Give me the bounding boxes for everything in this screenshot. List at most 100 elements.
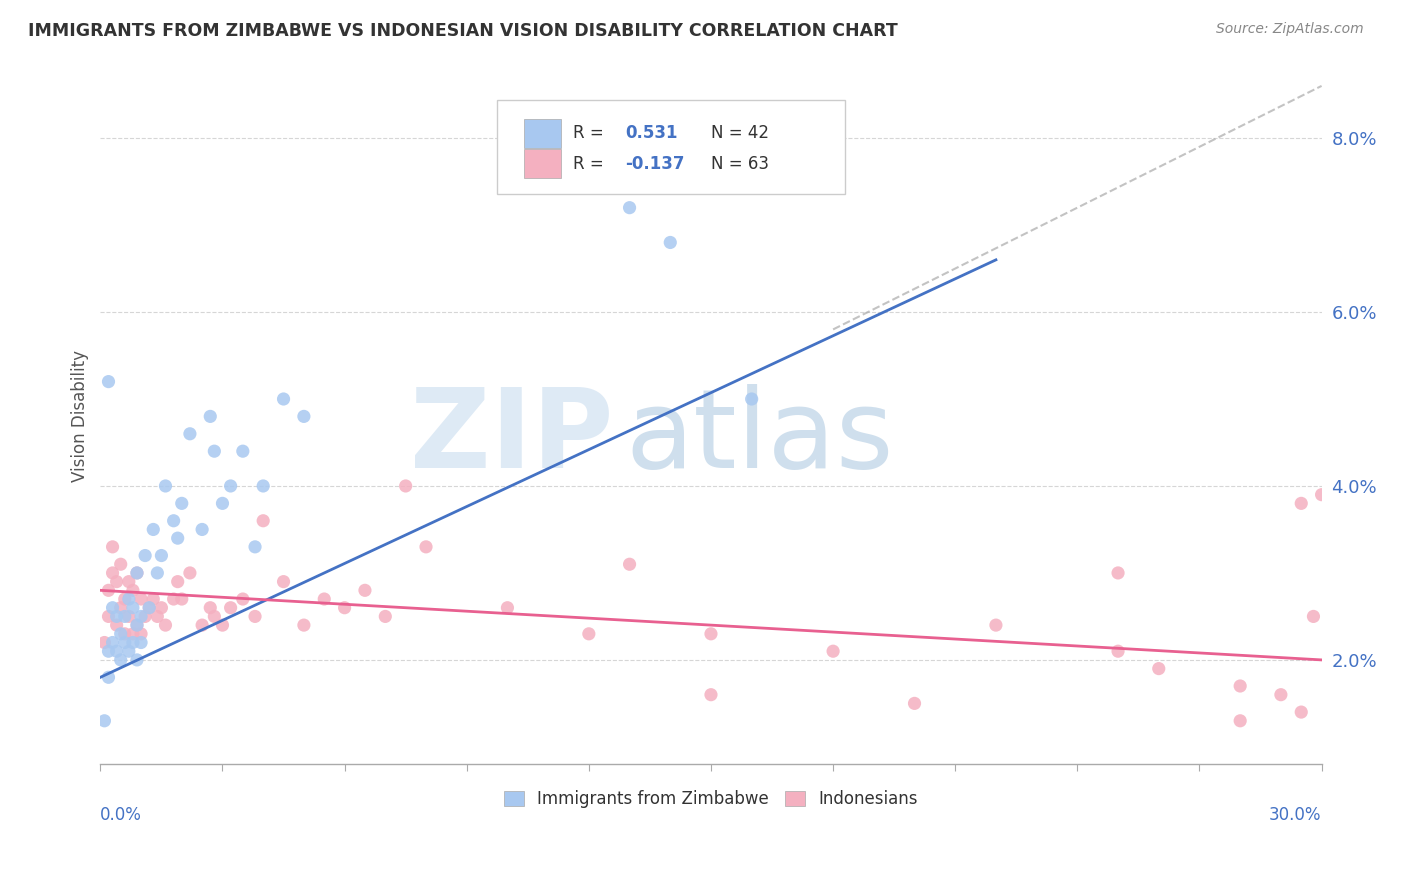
Point (125, 653, 148, 667)
Point (273, 574, 295, 589)
Point (129, 627, 152, 641)
Text: IMMIGRANTS FROM ZIMBABWE VS INDONESIAN VISION DISABILITY CORRELATION CHART: IMMIGRANTS FROM ZIMBABWE VS INDONESIAN V… (28, 22, 898, 40)
Point (1289, 705, 1312, 719)
Point (105, 574, 128, 589)
Point (150, 549, 173, 563)
Point (374, 609, 396, 624)
Point (292, 409, 315, 424)
Text: ZIP: ZIP (411, 384, 613, 491)
Point (823, 644, 845, 658)
Point (122, 627, 145, 641)
Point (101, 635, 124, 649)
Point (125, 618, 148, 632)
Bar (524, 149, 561, 178)
Point (105, 618, 128, 632)
Point (166, 531, 188, 545)
Point (118, 592, 141, 607)
Point (122, 600, 145, 615)
Point (114, 609, 136, 624)
Point (200, 600, 222, 615)
Point (134, 549, 156, 563)
Point (232, 592, 254, 607)
Point (129, 635, 152, 649)
Point (162, 592, 184, 607)
Point (97, 583, 120, 598)
FancyBboxPatch shape (498, 100, 845, 194)
Point (578, 627, 600, 641)
Point (1270, 688, 1292, 702)
Point (1302, 609, 1324, 624)
Point (129, 609, 152, 624)
Point (138, 600, 160, 615)
Point (97, 609, 120, 624)
Point (211, 496, 233, 510)
Text: R =: R = (574, 124, 609, 142)
Point (134, 609, 156, 624)
Point (984, 618, 1007, 632)
Point (1107, 644, 1129, 658)
Point (1147, 662, 1170, 676)
Point (252, 479, 274, 493)
Text: N = 42: N = 42 (711, 124, 769, 142)
Point (170, 496, 193, 510)
Point (125, 566, 148, 580)
Point (97, 644, 120, 658)
Point (155, 618, 177, 632)
Point (114, 635, 136, 649)
Point (122, 635, 145, 649)
Point (125, 566, 148, 580)
Point (110, 558, 132, 572)
Point (619, 558, 641, 572)
Point (202, 444, 225, 458)
Point (118, 609, 141, 624)
Point (415, 540, 437, 554)
Point (1310, 488, 1333, 502)
Point (219, 479, 242, 493)
Point (155, 479, 177, 493)
Point (700, 627, 723, 641)
Point (700, 688, 723, 702)
Point (150, 600, 173, 615)
Point (314, 592, 336, 607)
Point (292, 618, 315, 632)
Point (200, 409, 222, 424)
Point (191, 523, 214, 537)
Point (243, 540, 266, 554)
Text: 30.0%: 30.0% (1270, 806, 1322, 824)
Point (496, 600, 519, 615)
Point (138, 600, 160, 615)
Point (252, 514, 274, 528)
Legend: Immigrants from Zimbabwe, Indonesians: Immigrants from Zimbabwe, Indonesians (496, 784, 925, 815)
Point (1289, 496, 1312, 510)
Text: N = 63: N = 63 (711, 155, 769, 173)
Point (97, 670, 120, 684)
Point (232, 444, 254, 458)
Point (219, 600, 242, 615)
Point (101, 600, 124, 615)
Point (146, 566, 169, 580)
Point (93, 635, 115, 649)
Point (146, 609, 169, 624)
Point (142, 523, 165, 537)
Text: 0.531: 0.531 (626, 124, 678, 142)
Point (118, 644, 141, 658)
Point (619, 201, 641, 215)
Point (97, 375, 120, 389)
Point (1229, 679, 1251, 693)
Point (110, 653, 132, 667)
Point (105, 644, 128, 658)
Point (179, 566, 201, 580)
Text: R =: R = (574, 155, 609, 173)
Text: -0.137: -0.137 (626, 155, 685, 173)
Point (114, 592, 136, 607)
Point (142, 592, 165, 607)
Point (105, 609, 128, 624)
Bar (524, 119, 561, 148)
Point (179, 426, 201, 441)
Point (101, 566, 124, 580)
Point (903, 697, 925, 711)
Point (333, 600, 356, 615)
Point (741, 392, 763, 406)
Point (170, 592, 193, 607)
Point (162, 514, 184, 528)
